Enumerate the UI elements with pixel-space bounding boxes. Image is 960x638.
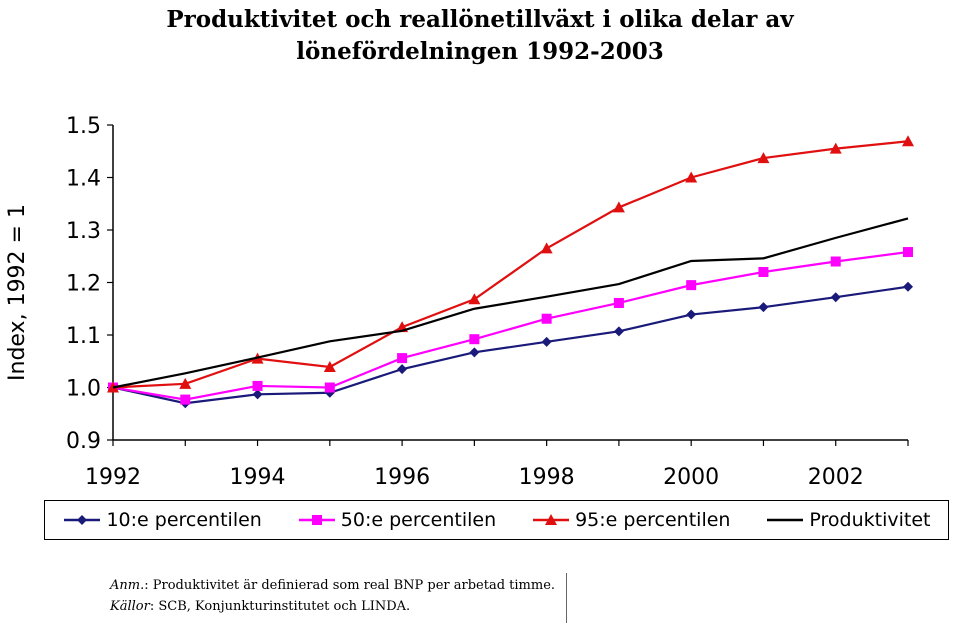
series-1-point (903, 247, 913, 258)
x-tick-label: 1992 (85, 465, 141, 490)
legend-swatch (64, 515, 101, 525)
legend-item: Produktivitet (765, 509, 931, 531)
note-sources-label: Källor (110, 599, 150, 614)
note-sources: Källor: SCB, Konjunkturinstitutet och LI… (110, 599, 410, 614)
legend-label: 95:e percentilen (575, 509, 731, 531)
x-tick-label: 1994 (230, 465, 286, 490)
series-2-point (757, 152, 770, 164)
series-0-point (469, 347, 480, 358)
series-0-point (830, 292, 841, 303)
y-tick-label: 1.0 (66, 377, 101, 402)
note-anm-text: : Produktivitet är definierad som real B… (144, 578, 556, 593)
legend-item: 95:e percentilen (531, 509, 730, 531)
series-line-1 (112, 250, 909, 401)
series-2-point (829, 142, 842, 154)
series-1-point (252, 380, 263, 391)
series-1-point (397, 353, 408, 364)
series-0-point (397, 364, 408, 375)
series-0-point (758, 302, 769, 313)
series-0-point (541, 336, 552, 347)
legend-item: 50:e percentilen (297, 509, 496, 531)
chart-title-line-1: Produktivitet och reallönetillväxt i oli… (166, 6, 794, 33)
legend-swatch (533, 514, 570, 525)
chart-legend: 10:e percentilen 50:e percentilen 95:e per… (44, 500, 949, 540)
note-divider (566, 573, 567, 623)
series-1-point (541, 313, 552, 324)
series-1-point (758, 267, 769, 277)
y-tick-label: 1.5 (66, 114, 101, 139)
series-line-2 (112, 140, 909, 389)
note-anm: Anm.: Produktivitet är definierad som re… (110, 578, 555, 593)
series-2-point (612, 201, 625, 213)
series-1-point (830, 256, 841, 267)
x-tick-label: 2002 (808, 465, 864, 490)
x-tick-label: 2000 (663, 465, 719, 490)
x-tick-label: 1998 (519, 465, 575, 490)
series-2-point (540, 242, 553, 254)
series-line-3 (112, 217, 909, 389)
series-0-point (686, 309, 697, 320)
legend-item: 10:e percentilen (62, 509, 262, 531)
line-chart: 0.9 1.0 1.1 1.2 1.3 1.4 1.5 1992 1994 1996 1998 200… (5, 114, 914, 490)
series-0-point (252, 389, 263, 400)
y-tick-label: 1.2 (66, 272, 101, 297)
series-2-point (323, 361, 336, 373)
series-0-point (903, 281, 913, 292)
series-line-0 (112, 285, 909, 405)
series-0-point (613, 326, 624, 337)
x-tick-label: 1996 (374, 465, 430, 490)
y-tick-label: 0.9 (66, 429, 101, 454)
series-1-point (469, 334, 480, 345)
legend-swatch (767, 518, 804, 522)
legend-label: Produktivitet (809, 509, 931, 531)
y-tick-label: 1.3 (66, 219, 101, 244)
note-anm-label: Anm. (110, 578, 145, 593)
series-2-point (179, 377, 192, 389)
y-tick-label: 1.4 (66, 167, 101, 192)
series-1-point (613, 297, 624, 308)
note-sources-text: : SCB, Konjunkturinstitutet och LINDA. (149, 599, 411, 614)
series-1-point (180, 394, 191, 405)
legend-swatch (298, 515, 335, 525)
series-1-point (686, 280, 697, 291)
chart-title: Produktivitet och reallönetillväxt i oli… (0, 4, 960, 68)
series-2-point (902, 135, 914, 147)
chart-title-line-2: lönefördelningen 1992-2003 (296, 38, 664, 65)
y-axis-label: Index, 1992 = 1 (5, 204, 30, 381)
series-2-point (685, 171, 698, 183)
y-tick-label: 1.1 (66, 324, 101, 349)
legend-label: 50:e percentilen (340, 509, 497, 531)
series-1-point (324, 382, 335, 393)
series-2-point (468, 293, 481, 305)
legend-label: 10:e percentilen (106, 509, 262, 531)
